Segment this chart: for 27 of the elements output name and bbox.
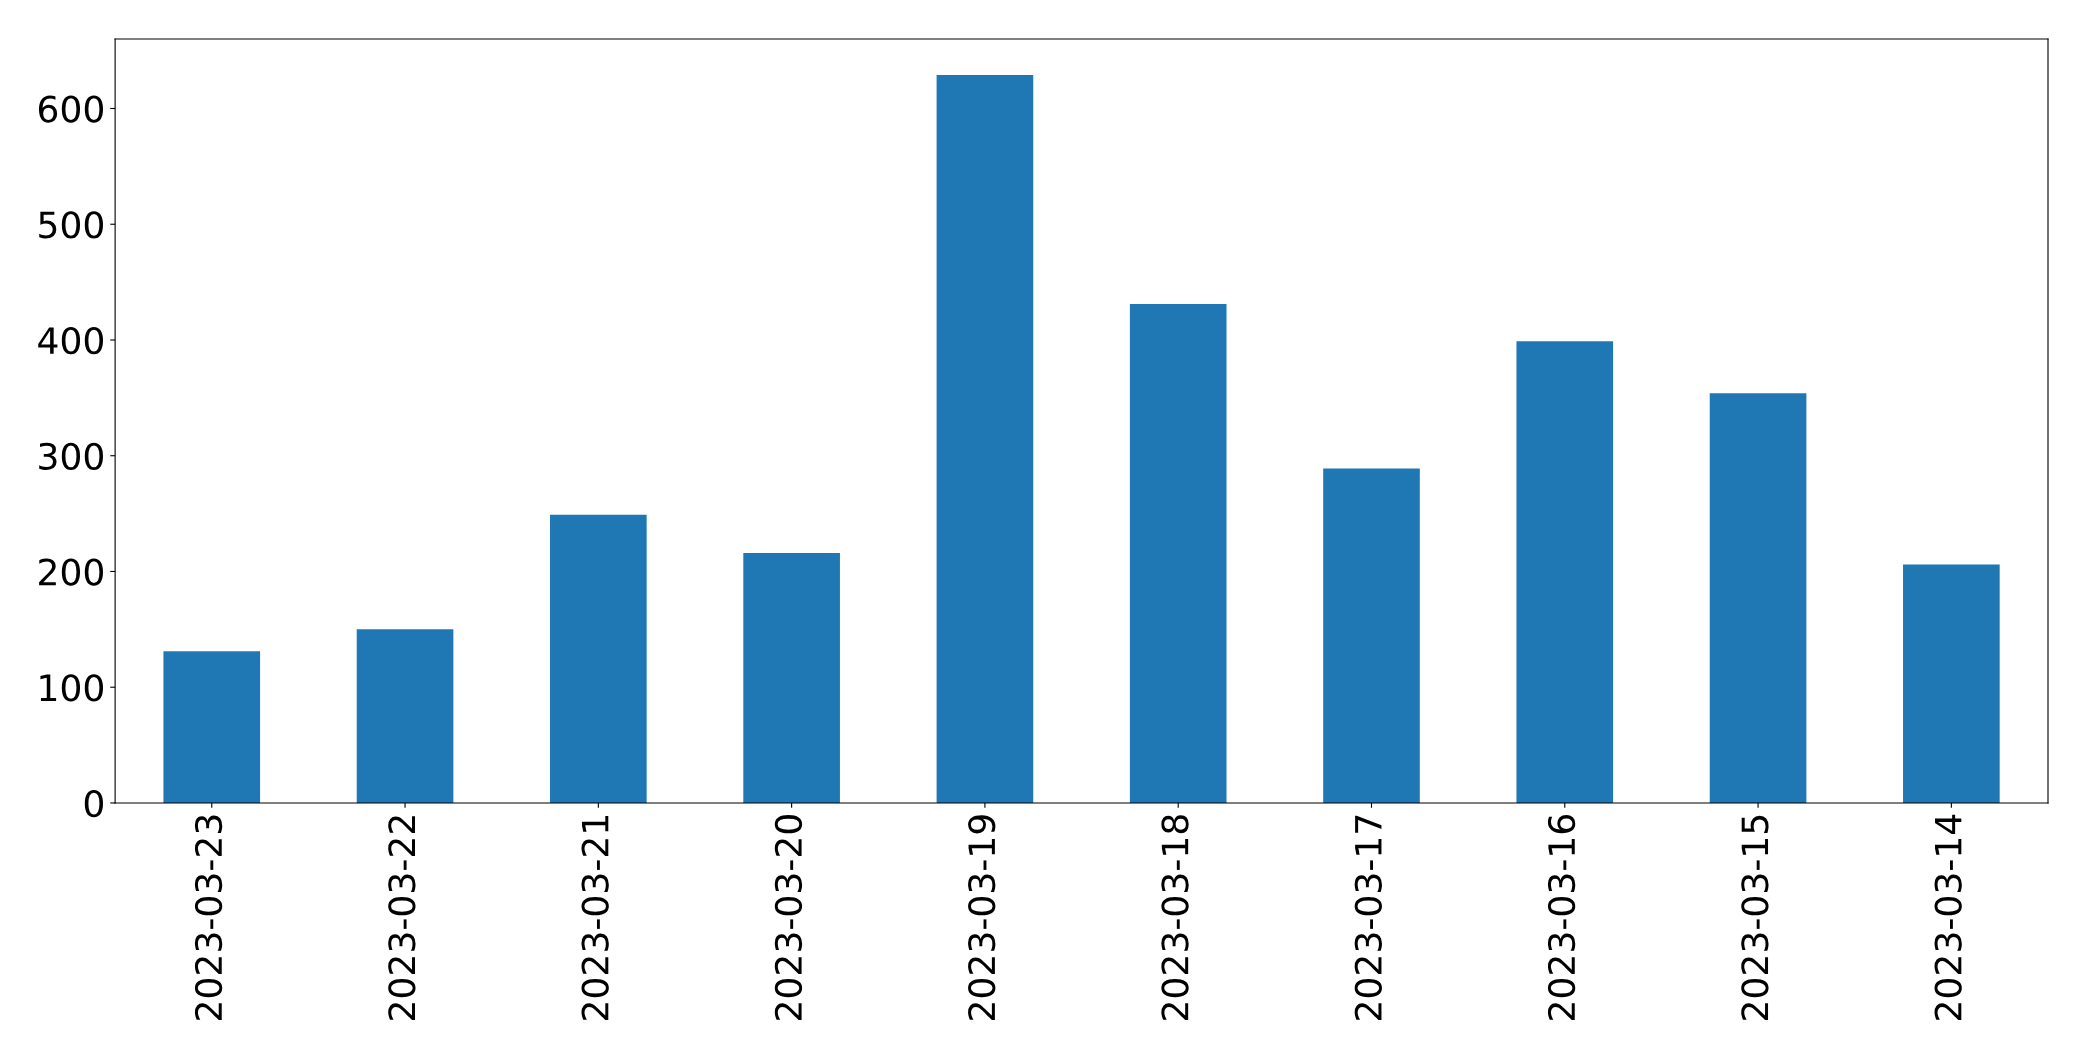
x-tick-label: 2023-03-23 xyxy=(194,815,223,1020)
bar xyxy=(1323,468,1420,803)
x-tick-label: 2023-03-20 xyxy=(774,815,803,1020)
y-tick-label: 300 xyxy=(39,442,103,470)
y-tick-label: 200 xyxy=(39,558,103,586)
x-tick-label: 2023-03-18 xyxy=(1161,815,1189,1020)
bar xyxy=(550,514,647,803)
x-tick-label: 2023-03-21 xyxy=(581,816,609,1020)
x-tick-label: 2023-03-16 xyxy=(1547,814,1576,1020)
x-tick-label: 2023-03-22 xyxy=(388,816,416,1020)
bar xyxy=(743,552,840,803)
y-tick-label: 400 xyxy=(38,326,103,355)
x-tick-label: 2023-03-15 xyxy=(1741,815,1769,1020)
x-tick-label: 2023-03-14 xyxy=(1934,814,1962,1020)
bar xyxy=(1709,393,1807,803)
bar xyxy=(1516,341,1614,803)
bar xyxy=(936,74,1034,803)
bar xyxy=(1903,564,2000,803)
x-tick-label: 2023-03-17 xyxy=(1354,815,1382,1020)
x-tick-label: 2023-03-19 xyxy=(968,815,996,1020)
bar xyxy=(356,629,454,803)
y-tick-label: 0 xyxy=(84,789,103,818)
y-tick-label: 500 xyxy=(39,211,103,239)
bar xyxy=(163,651,261,803)
bar xyxy=(1129,304,1227,803)
y-tick-label: 600 xyxy=(38,95,103,123)
y-tick-label: 100 xyxy=(40,674,103,702)
